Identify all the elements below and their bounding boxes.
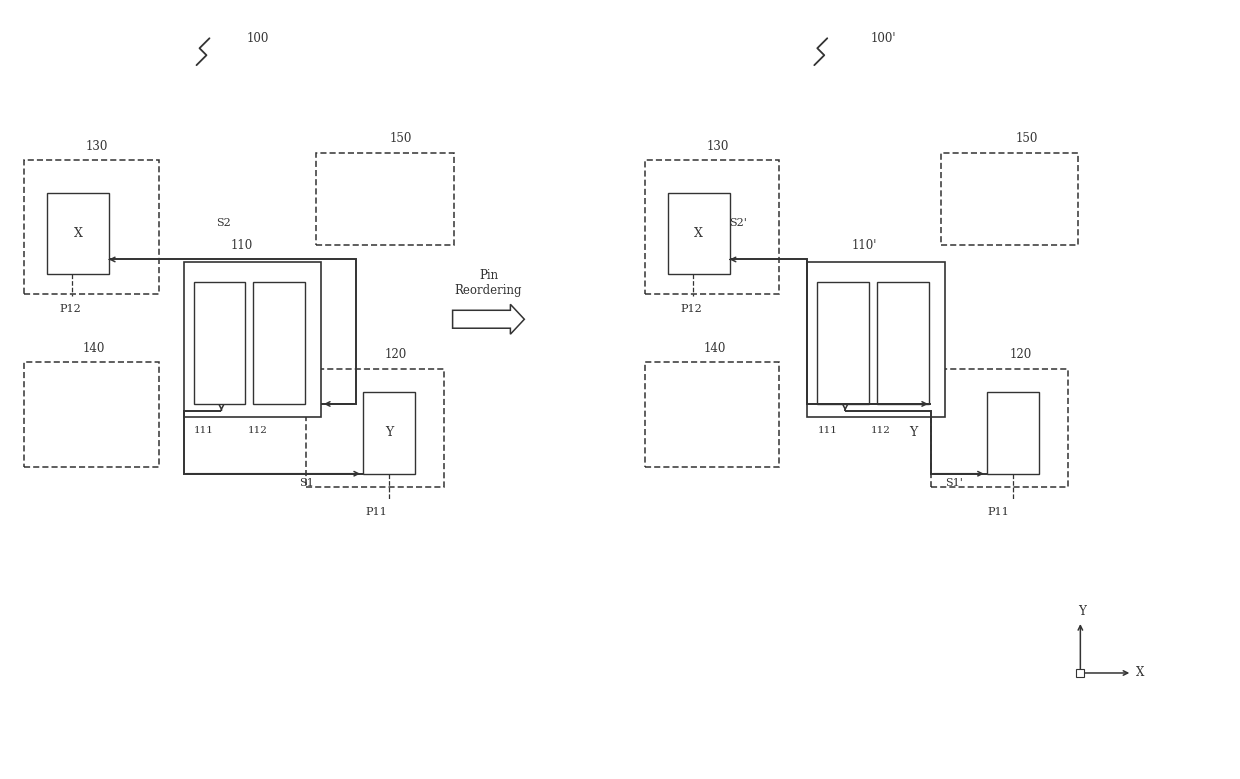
Text: 120: 120 [384, 348, 407, 361]
Text: P11: P11 [365, 506, 387, 516]
Text: 111: 111 [817, 426, 837, 435]
Text: 112: 112 [872, 426, 892, 435]
Bar [668, 192, 729, 274]
Text: S2: S2 [216, 217, 231, 227]
Bar [817, 282, 869, 404]
Text: 140: 140 [703, 342, 725, 355]
Text: 100: 100 [247, 32, 269, 45]
Text: P12: P12 [681, 305, 703, 314]
Text: Y: Y [1079, 605, 1086, 619]
Bar [645, 160, 780, 294]
Bar [24, 160, 159, 294]
Text: 110': 110' [852, 239, 877, 252]
Text: 130: 130 [86, 140, 108, 153]
FancyArrow shape [453, 305, 525, 334]
Bar [941, 153, 1079, 245]
Text: S2': S2' [729, 217, 746, 227]
Text: X: X [73, 227, 82, 240]
Text: 140: 140 [83, 342, 105, 355]
Text: 111: 111 [193, 426, 213, 435]
Bar [931, 369, 1069, 487]
Text: 130: 130 [707, 140, 729, 153]
Text: S1': S1' [945, 478, 962, 488]
Bar [987, 392, 1039, 474]
Text: Pin
Reordering: Pin Reordering [455, 270, 522, 298]
Text: 120: 120 [1009, 348, 1032, 361]
Text: 150: 150 [389, 132, 412, 145]
Text: P12: P12 [60, 305, 81, 314]
Text: X: X [694, 227, 703, 240]
Text: 110: 110 [231, 239, 253, 252]
Bar [316, 153, 454, 245]
Bar [306, 369, 444, 487]
Bar [363, 392, 414, 474]
Bar [807, 263, 945, 417]
Bar [193, 282, 246, 404]
Text: 112: 112 [247, 426, 268, 435]
Bar [47, 192, 109, 274]
Text: 100': 100' [872, 32, 897, 45]
Text: Y: Y [909, 426, 918, 439]
Text: S1: S1 [299, 478, 314, 488]
Bar [24, 362, 159, 467]
Bar [645, 362, 780, 467]
Bar [877, 282, 929, 404]
Text: P11: P11 [988, 506, 1009, 516]
Text: Y: Y [384, 426, 393, 439]
Bar [253, 282, 305, 404]
Bar [1076, 669, 1084, 677]
Text: 150: 150 [1016, 132, 1038, 145]
Bar [184, 263, 321, 417]
Text: X: X [1136, 667, 1145, 679]
